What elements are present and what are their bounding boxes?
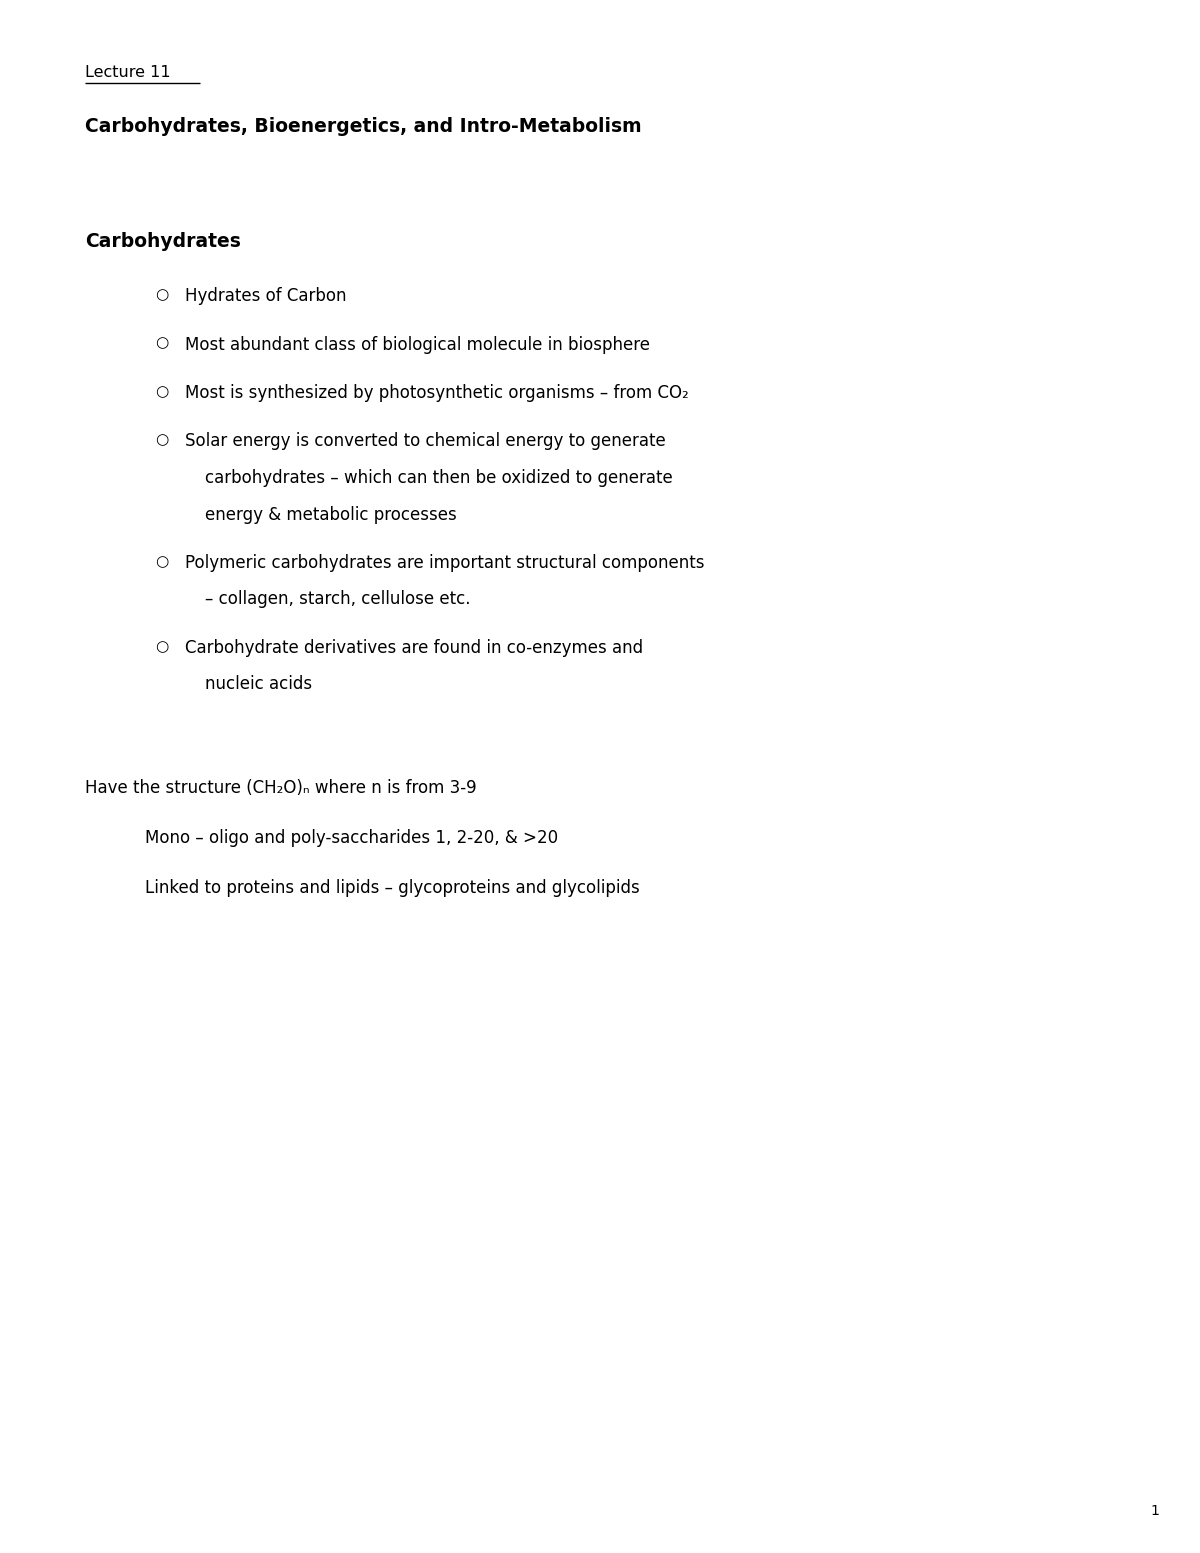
- Text: carbohydrates – which can then be oxidized to generate: carbohydrates – which can then be oxidiz…: [205, 469, 673, 488]
- Text: ○: ○: [155, 554, 168, 568]
- Text: Solar energy is converted to chemical energy to generate: Solar energy is converted to chemical en…: [185, 432, 666, 450]
- Text: Linked to proteins and lipids – glycoproteins and glycolipids: Linked to proteins and lipids – glycopro…: [145, 879, 640, 898]
- Text: Have the structure (CH₂O)ₙ where n is from 3-9: Have the structure (CH₂O)ₙ where n is fr…: [85, 780, 476, 797]
- Text: Carbohydrate derivatives are found in co-enzymes and: Carbohydrate derivatives are found in co…: [185, 638, 643, 657]
- Text: ○: ○: [155, 432, 168, 447]
- Text: Most abundant class of biological molecule in biosphere: Most abundant class of biological molecu…: [185, 335, 650, 354]
- Text: 1: 1: [1150, 1503, 1159, 1517]
- Text: Hydrates of Carbon: Hydrates of Carbon: [185, 287, 347, 304]
- Text: nucleic acids: nucleic acids: [205, 676, 312, 694]
- Text: Carbohydrates, Bioenergetics, and Intro-Metabolism: Carbohydrates, Bioenergetics, and Intro-…: [85, 116, 642, 137]
- Text: Polymeric carbohydrates are important structural components: Polymeric carbohydrates are important st…: [185, 554, 704, 572]
- Text: Mono – oligo and poly-saccharides 1, 2-20, & >20: Mono – oligo and poly-saccharides 1, 2-2…: [145, 829, 558, 846]
- Text: Most is synthesized by photosynthetic organisms – from CO₂: Most is synthesized by photosynthetic or…: [185, 384, 689, 402]
- Text: ○: ○: [155, 287, 168, 301]
- Text: ○: ○: [155, 335, 168, 351]
- Text: energy & metabolic processes: energy & metabolic processes: [205, 505, 457, 523]
- Text: ○: ○: [155, 638, 168, 654]
- Text: ○: ○: [155, 384, 168, 399]
- Text: – collagen, starch, cellulose etc.: – collagen, starch, cellulose etc.: [205, 590, 470, 609]
- Text: Lecture 11: Lecture 11: [85, 65, 170, 81]
- Text: Carbohydrates: Carbohydrates: [85, 231, 241, 252]
